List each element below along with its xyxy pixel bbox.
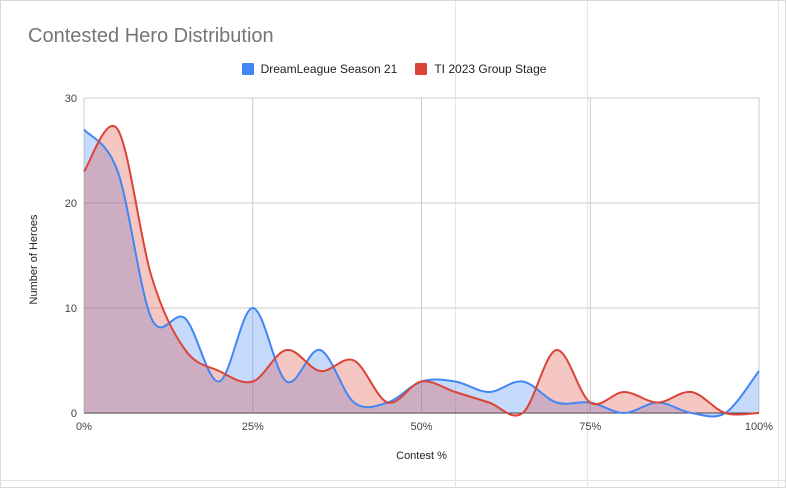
y-tick-label: 0 [71,408,77,420]
series-area-1 [84,129,759,417]
data-point [183,316,188,321]
series-line-2 [83,125,760,417]
data-point [82,169,87,174]
data-point [217,369,222,374]
data-point [655,400,660,405]
x-tick-label: 100% [745,421,773,433]
data-point [622,390,627,395]
legend-item-series-1[interactable]: DreamLeague Season 21 [241,62,398,76]
data-point [217,379,222,384]
sheet-gridline [455,1,456,487]
chart-title: Contested Hero Distribution [28,25,274,47]
series-line-1 [83,128,760,418]
legend-item-series-2[interactable]: TI 2023 Group Stage [415,62,546,76]
data-point [82,127,87,132]
legend-swatch [415,63,428,75]
data-point [115,169,120,174]
data-point [689,390,694,395]
data-point [453,379,458,384]
x-tick-label: 0% [76,421,92,433]
data-point [318,348,323,353]
data-point [487,390,492,395]
legend-label: DreamLeague Season 21 [260,62,398,76]
data-point [385,400,390,405]
data-point [757,369,762,374]
data-point [183,348,188,353]
x-axis-title: Contest % [396,450,447,462]
data-point [284,379,289,384]
data-point [588,400,593,405]
sheet-gridline [1,480,785,481]
sheet-gridline [587,1,588,487]
data-point [352,358,357,363]
data-point [453,390,458,395]
data-point [318,369,323,374]
x-tick-label: 50% [410,421,432,433]
x-tick-label: 75% [579,421,601,433]
data-point [149,274,154,279]
data-point [284,348,289,353]
data-point [487,400,492,405]
y-tick-label: 30 [65,93,77,105]
data-point [622,411,627,416]
data-point [757,411,762,416]
data-point [520,379,525,384]
data-point [689,411,694,416]
data-point [554,348,559,353]
data-point [352,400,357,405]
legend-swatch [241,63,254,75]
data-point [115,127,120,132]
y-axis-title: Number of Heroes [28,214,40,304]
sheet-gridline [778,1,779,487]
series-area-2 [84,125,759,416]
data-point [250,306,255,311]
legend-label: TI 2023 Group Stage [434,62,547,76]
x-tick-label: 25% [242,421,264,433]
data-point [723,411,728,416]
y-tick-label: 10 [65,303,77,315]
data-point [149,316,154,321]
data-point [554,400,559,405]
data-point [520,411,525,416]
data-point [250,379,255,384]
data-point [419,379,424,384]
y-tick-label: 20 [65,198,77,210]
chart-legend: DreamLeague Season 21 TI 2023 Group Stag… [1,62,785,76]
